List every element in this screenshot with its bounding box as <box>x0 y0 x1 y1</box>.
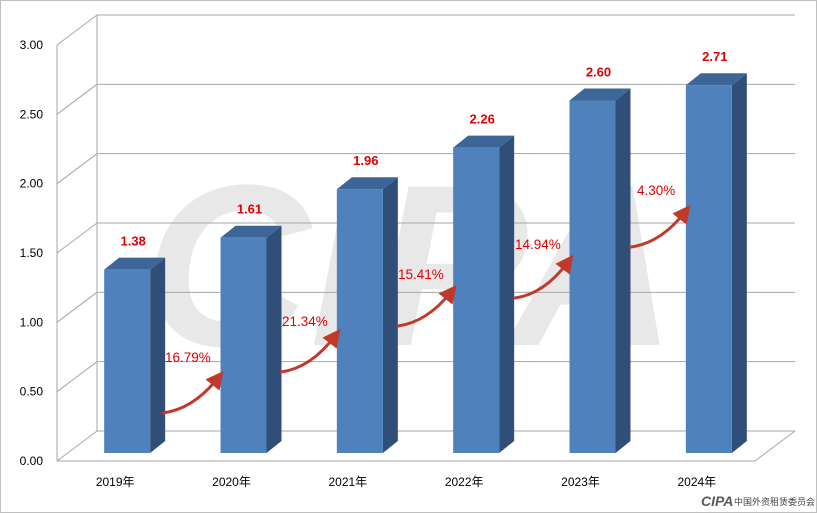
bar-side <box>731 73 747 454</box>
bar-front <box>104 269 151 453</box>
y-tick-label: 2.00 <box>20 177 44 191</box>
value-label: 2.60 <box>586 64 611 79</box>
bar-side <box>266 225 282 453</box>
y-tick-label: 2.50 <box>20 107 44 121</box>
gridline-diagonal <box>56 430 98 462</box>
bar-top <box>220 225 282 238</box>
y-tick-label: 3.00 <box>20 38 44 52</box>
bar-side <box>615 88 631 453</box>
x-tick-label: 2024年 <box>677 475 716 489</box>
bar-front <box>220 237 267 453</box>
bar <box>220 225 282 453</box>
gridline-diagonal <box>56 291 98 323</box>
gridline-diagonal <box>56 14 98 46</box>
floor-right-edge <box>754 430 796 462</box>
x-tick-label: 2022年 <box>445 475 484 489</box>
bar-side <box>382 177 398 454</box>
bar-top <box>104 257 166 270</box>
x-axis: 2019年 2020年 2021年 2022年 2023年 2024年 <box>96 475 716 489</box>
gridline-diagonal <box>56 83 98 115</box>
x-tick-label: 2023年 <box>561 475 600 489</box>
growth-rate-label: 15.41% <box>398 267 444 282</box>
x-tick-label: 2021年 <box>328 475 367 489</box>
growth-arrow <box>629 204 691 249</box>
bar-front <box>569 100 616 453</box>
footer-org-name: 中国外资租赁委员会 <box>734 496 815 508</box>
value-label: 2.71 <box>702 49 727 64</box>
growth-arrow <box>279 328 341 374</box>
bar <box>453 135 515 453</box>
y-axis: 0.00 0.50 1.00 1.50 2.00 2.50 3.00 <box>20 38 44 468</box>
bar-side <box>499 135 515 453</box>
bar-top <box>685 73 747 86</box>
gridlines <box>56 14 796 462</box>
growth-rate-label: 4.30% <box>637 183 675 198</box>
x-tick-label: 2020年 <box>212 475 251 489</box>
bar-front <box>453 147 500 453</box>
bar-top <box>569 88 631 101</box>
growth-arrow <box>161 370 224 415</box>
x-tick-label: 2019年 <box>96 475 135 489</box>
bar <box>685 73 747 454</box>
growth-arrow <box>396 284 457 328</box>
value-label: 2.26 <box>470 112 495 127</box>
bar-front <box>685 85 732 454</box>
bars <box>104 73 747 454</box>
growth-arrow <box>513 254 574 300</box>
bar <box>569 88 631 453</box>
bar <box>104 257 166 453</box>
bar <box>336 177 398 454</box>
y-tick-label: 0.50 <box>20 385 44 399</box>
growth-rate-label: 16.79% <box>165 350 211 365</box>
bar-top <box>336 177 398 190</box>
bar-side <box>150 257 166 453</box>
value-label: 1.38 <box>121 234 146 249</box>
gridline-diagonal <box>56 361 98 393</box>
footer-logo-text: CIPA <box>701 493 733 509</box>
gridline-diagonal <box>56 153 98 185</box>
growth-rate-label: 21.34% <box>282 314 328 329</box>
y-tick-label: 0.00 <box>20 454 44 468</box>
growth-annotations: 16.79% 21.34% 15.41% 14.94% 4.30% <box>161 183 691 415</box>
value-label: 1.96 <box>353 153 378 168</box>
y-tick-label: 1.50 <box>20 246 44 260</box>
gridline-diagonal <box>56 222 98 254</box>
y-tick-label: 1.00 <box>20 315 44 329</box>
footer-logo: CIPA 中国外资租赁委员会 <box>701 493 815 509</box>
value-label: 1.61 <box>237 202 262 217</box>
bar-top <box>453 135 515 148</box>
growth-rate-label: 14.94% <box>515 237 561 252</box>
value-labels: 1.38 1.61 1.96 2.26 2.60 2.71 <box>121 49 728 248</box>
bar-front <box>336 189 383 454</box>
